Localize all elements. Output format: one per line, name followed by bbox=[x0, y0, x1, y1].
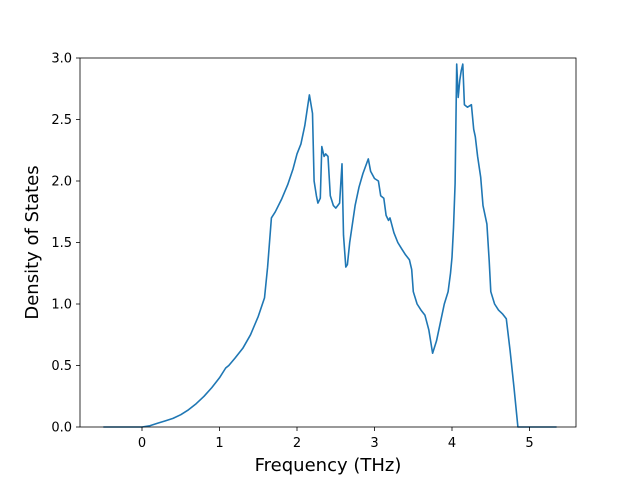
x-tick-label: 4 bbox=[448, 436, 456, 451]
x-tick-label: 5 bbox=[525, 436, 533, 451]
y-axis-ticks: 0.0 0.5 1.0 1.5 2.0 2.5 3.0 bbox=[51, 52, 80, 436]
y-tick-label: 1.5 bbox=[51, 236, 72, 251]
x-tick-label: 2 bbox=[293, 436, 301, 451]
y-tick-label: 1.0 bbox=[51, 298, 72, 313]
x-tick-label: 0 bbox=[138, 436, 146, 451]
x-tick-label: 3 bbox=[370, 436, 378, 451]
y-tick-label: 2.5 bbox=[51, 113, 72, 128]
y-tick-label: 0.0 bbox=[51, 421, 72, 436]
x-axis-label: Frequency (THz) bbox=[255, 455, 402, 476]
x-tick-label: 1 bbox=[215, 436, 223, 451]
y-tick-label: 0.5 bbox=[51, 359, 72, 374]
y-tick-label: 2.0 bbox=[51, 175, 72, 190]
dos-series-line bbox=[103, 63, 557, 428]
y-axis-label: Density of States bbox=[22, 165, 43, 319]
y-tick-label: 3.0 bbox=[51, 52, 72, 67]
x-axis-ticks: 0 1 2 3 4 5 bbox=[138, 427, 534, 451]
